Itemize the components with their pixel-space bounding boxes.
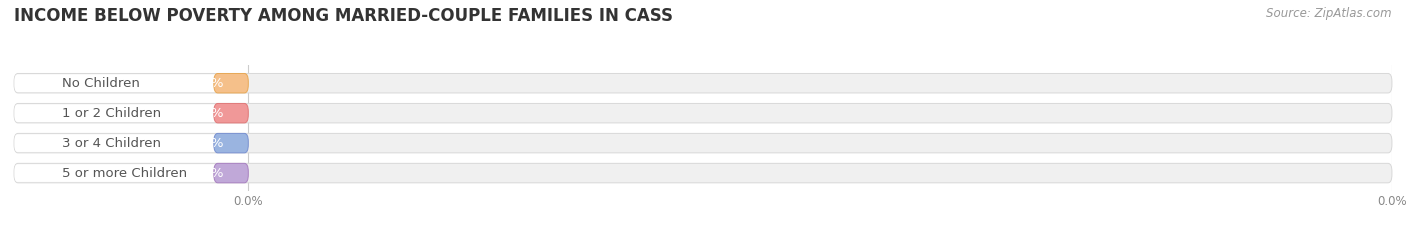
Text: 3 or 4 Children: 3 or 4 Children — [62, 137, 162, 150]
Text: No Children: No Children — [62, 77, 141, 90]
FancyBboxPatch shape — [14, 133, 1392, 153]
Text: 1 or 2 Children: 1 or 2 Children — [62, 107, 162, 120]
Text: 0.0%: 0.0% — [190, 107, 224, 120]
FancyBboxPatch shape — [214, 133, 249, 153]
Text: INCOME BELOW POVERTY AMONG MARRIED-COUPLE FAMILIES IN CASS: INCOME BELOW POVERTY AMONG MARRIED-COUPL… — [14, 7, 673, 25]
Text: 0.0%: 0.0% — [190, 77, 224, 90]
Text: 5 or more Children: 5 or more Children — [62, 167, 187, 180]
FancyBboxPatch shape — [14, 73, 1392, 93]
FancyBboxPatch shape — [14, 104, 221, 122]
FancyBboxPatch shape — [214, 103, 249, 123]
FancyBboxPatch shape — [14, 103, 1392, 123]
FancyBboxPatch shape — [14, 163, 1392, 183]
FancyBboxPatch shape — [214, 163, 249, 183]
FancyBboxPatch shape — [14, 134, 221, 152]
FancyBboxPatch shape — [14, 164, 221, 182]
Text: 0.0%: 0.0% — [190, 137, 224, 150]
Text: Source: ZipAtlas.com: Source: ZipAtlas.com — [1267, 7, 1392, 20]
FancyBboxPatch shape — [214, 73, 249, 93]
Text: 0.0%: 0.0% — [190, 167, 224, 180]
FancyBboxPatch shape — [14, 74, 221, 92]
